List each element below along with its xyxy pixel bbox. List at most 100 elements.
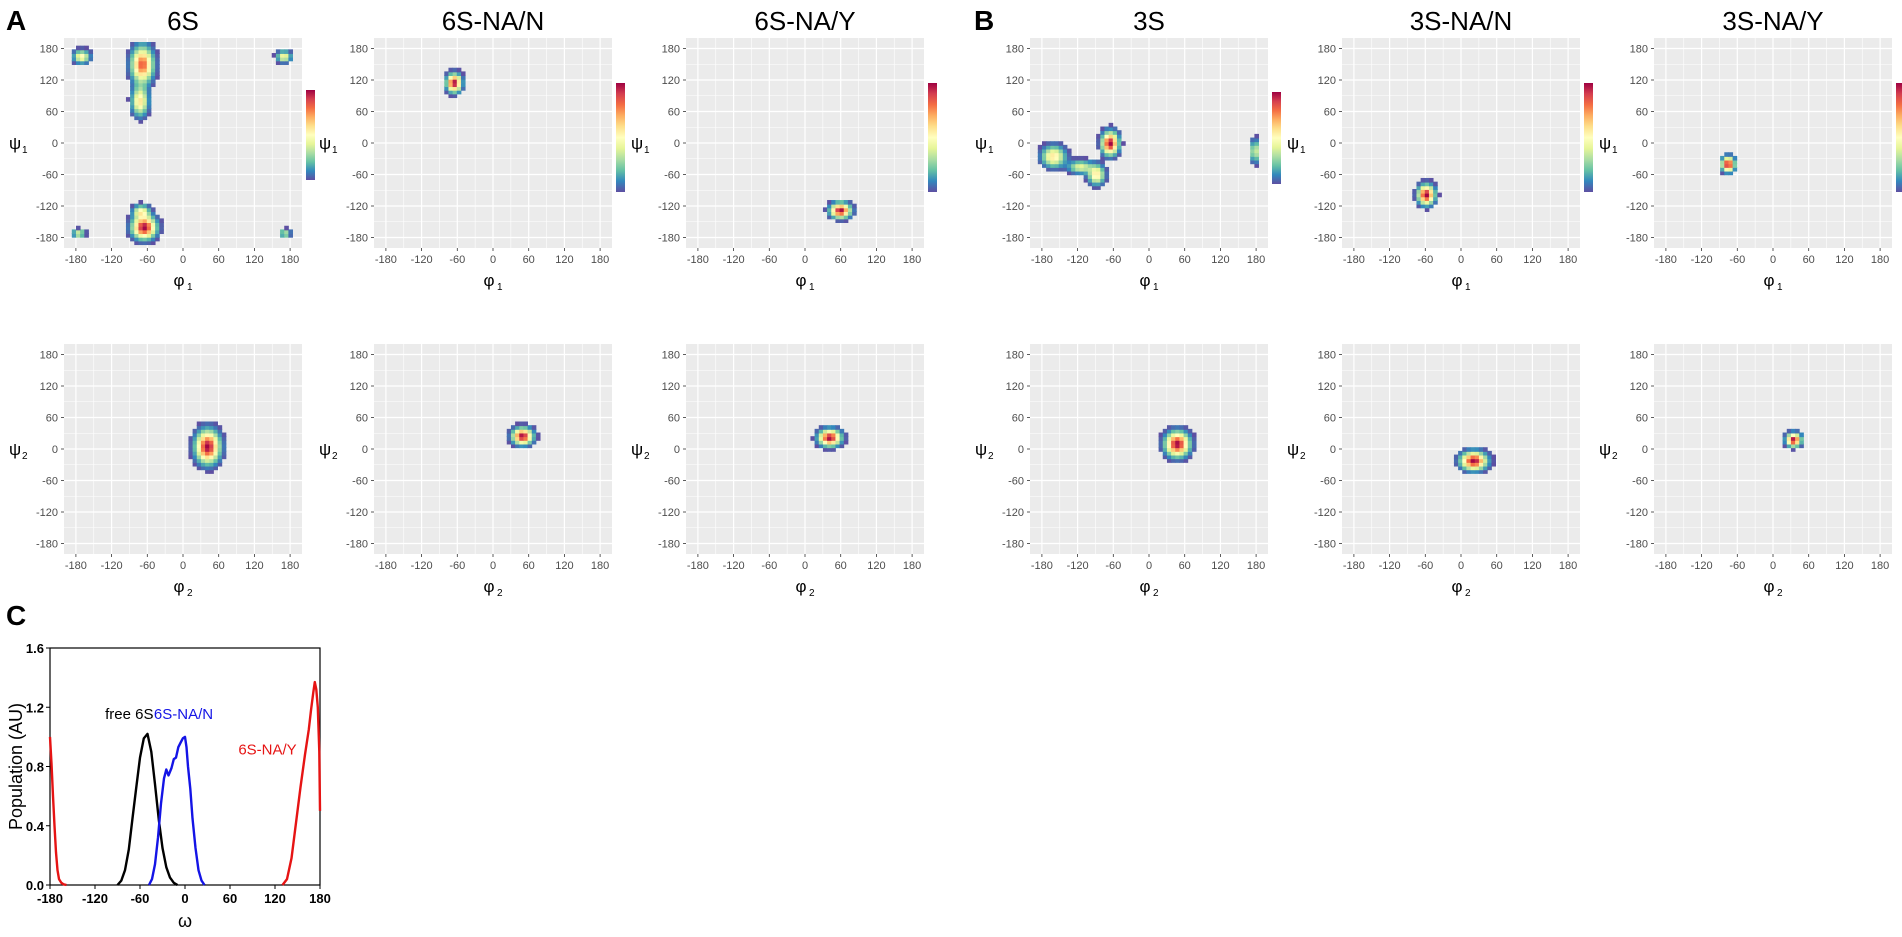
density-bin (221, 432, 227, 438)
density-bin (1728, 155, 1734, 161)
density-bin (839, 432, 845, 438)
density-bin (1428, 181, 1434, 187)
density-bin (138, 225, 144, 231)
x-tick-label: -120 (1379, 254, 1401, 266)
density-bin (142, 56, 148, 62)
density-bin (1428, 177, 1434, 183)
x-tick-label: -180 (1031, 254, 1053, 266)
density-bin (209, 428, 214, 434)
density-bin (1412, 192, 1417, 198)
x-axis-subscript: 2 (187, 588, 193, 599)
density-bin (827, 207, 832, 212)
x-axis-label: φ (795, 577, 806, 596)
density-bin (84, 45, 89, 51)
density-bin (1087, 159, 1093, 165)
density-bin (138, 60, 144, 65)
density-bin (1112, 141, 1118, 146)
density-bin (142, 115, 148, 121)
y-tick-label: -180 (658, 233, 680, 245)
density-bin (1054, 155, 1060, 161)
density-bin (1254, 141, 1259, 146)
density-bin (1491, 454, 1497, 460)
density-bin (1116, 152, 1122, 157)
density-bin (460, 78, 466, 84)
density-bin (835, 211, 841, 216)
density-bin (205, 421, 210, 427)
heatmap-4: -180 -180 -120 -120 -60 -60 0 0 60 60 120 120 180 180… (975, 6, 1281, 293)
density-bin (818, 436, 824, 441)
x-tick-label: -180 (1343, 254, 1365, 266)
density-bin (217, 428, 223, 434)
density-bin (1786, 443, 1792, 449)
density-bin (839, 218, 845, 223)
density-bin (146, 240, 152, 246)
y-tick-label: 180 (40, 350, 58, 362)
density-bin (452, 78, 458, 84)
density-bin (1171, 458, 1176, 463)
density-bin (196, 454, 202, 460)
density-bin (1037, 144, 1043, 150)
density-bin (1250, 159, 1255, 165)
density-bin (155, 233, 160, 238)
density-bin (142, 104, 148, 110)
density-bin (822, 439, 828, 445)
density-bin (835, 436, 841, 441)
density-bin (1075, 155, 1080, 161)
x-tick-label: -60 (449, 560, 465, 572)
y-tick-label: 0.8 (26, 760, 44, 775)
density-bin (138, 119, 144, 124)
density-bin (84, 233, 89, 238)
density-bin (213, 436, 219, 441)
density-bin (1424, 203, 1430, 209)
x-axis-label: φ (1763, 271, 1774, 290)
density-bin (1458, 458, 1463, 463)
density-bin (1054, 163, 1060, 168)
density-bin (1062, 159, 1068, 165)
density-bin (209, 458, 214, 463)
y-tick-label: 120 (662, 381, 680, 393)
density-bin (1112, 130, 1118, 135)
density-bin (280, 49, 285, 54)
density-bin (1058, 155, 1064, 161)
density-bin (138, 233, 144, 238)
density-bin (138, 111, 144, 117)
density-bin (843, 200, 849, 205)
density-bin (1799, 432, 1804, 438)
x-tick-label: 60 (1491, 560, 1503, 572)
density-bin (835, 428, 841, 434)
density-bin (1191, 436, 1197, 441)
density-bin (1428, 200, 1434, 205)
x-tick-label: -120 (723, 560, 745, 572)
density-bin (1062, 144, 1068, 150)
density-bin (213, 447, 219, 452)
density-bin (1087, 163, 1093, 168)
density-bin (1420, 181, 1426, 187)
density-bin (827, 439, 832, 445)
density-bin (155, 222, 160, 227)
density-bin (1433, 189, 1438, 194)
y-tick-label: 180 (350, 44, 368, 56)
density-bin (1424, 200, 1430, 205)
x-tick-label: -60 (139, 560, 155, 572)
density-bin (519, 439, 524, 445)
density-bin (192, 439, 198, 445)
density-bin (1041, 159, 1047, 165)
density-bin (146, 214, 152, 220)
density-bin (452, 89, 458, 95)
density-bin (510, 439, 516, 445)
density-bin (1066, 155, 1072, 161)
density-bin (1254, 155, 1259, 161)
density-bin (213, 421, 219, 427)
density-bin (138, 97, 144, 102)
density-bin (827, 436, 832, 441)
density-bin (452, 82, 458, 88)
density-bin (515, 421, 520, 427)
density-bin (1175, 425, 1180, 430)
density-bin (1096, 144, 1101, 150)
density-bin (1462, 461, 1467, 467)
density-bin (1483, 461, 1488, 467)
density-bin (138, 222, 144, 227)
density-bin (150, 229, 156, 235)
density-bin (1720, 159, 1725, 165)
x-tick-label: 120 (1211, 254, 1229, 266)
